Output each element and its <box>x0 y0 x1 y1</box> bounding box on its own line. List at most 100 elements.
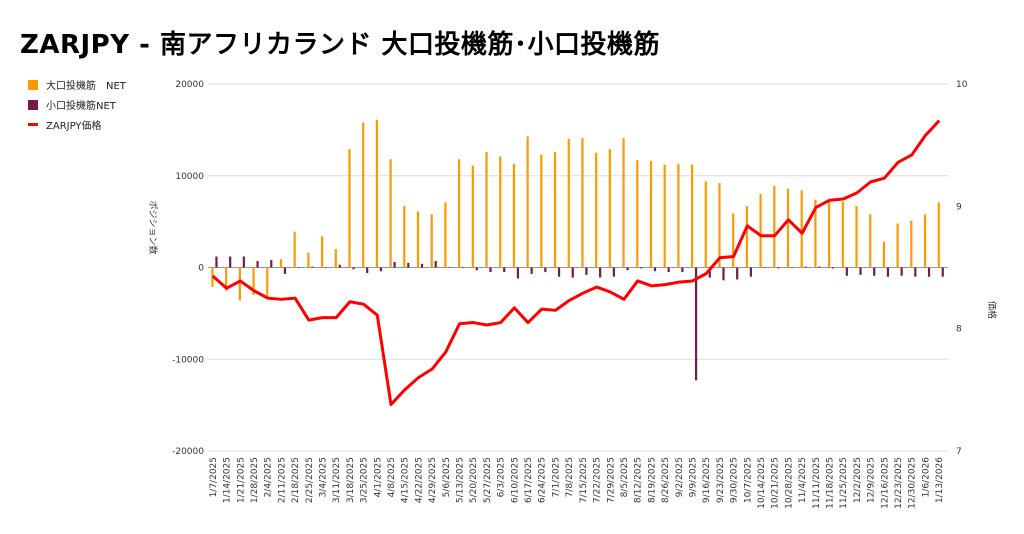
price-point <box>650 285 652 287</box>
price-point <box>404 389 406 391</box>
price-point <box>897 161 899 163</box>
bar-small-speculators <box>215 256 218 268</box>
x-tick-label: 4/15/2025 <box>401 457 411 503</box>
price-point <box>363 303 365 305</box>
bar-small-speculators <box>681 267 684 273</box>
price-point <box>239 280 241 282</box>
x-tick-label: 3/25/2025 <box>360 457 370 503</box>
price-point <box>733 255 735 257</box>
bar-large-speculators <box>238 267 241 301</box>
bar-large-speculators <box>814 199 817 268</box>
x-tick-label: 9/9/2025 <box>688 457 698 497</box>
x-tick-label: 2/18/2025 <box>291 457 301 503</box>
x-tick-label: 5/6/2025 <box>442 457 452 497</box>
bar-large-speculators <box>279 259 283 268</box>
price-point <box>267 297 269 299</box>
bar-large-speculators <box>882 241 886 268</box>
price-point <box>801 232 803 234</box>
bar-small-speculators <box>229 256 232 268</box>
bar-small-speculators <box>845 267 848 276</box>
bar-large-speculators <box>430 214 433 268</box>
bar-small-speculators <box>790 267 794 268</box>
x-tick-label: 9/23/2025 <box>716 457 726 503</box>
y2-tick-label: 8 <box>956 325 962 335</box>
x-tick-label: 10/14/2025 <box>757 457 767 509</box>
bar-small-speculators <box>283 267 287 274</box>
price-point <box>226 287 228 289</box>
bar-small-speculators <box>571 267 574 278</box>
price-point <box>376 314 378 316</box>
price-point <box>417 377 419 379</box>
x-tick-label: 7/1/2025 <box>551 457 561 497</box>
bar-small-speculators <box>516 267 520 279</box>
bar-large-speculators <box>293 231 296 268</box>
price-point <box>568 300 570 302</box>
bar-small-speculators <box>708 267 711 278</box>
legend-item-price: ZARJPY価格 <box>28 117 102 132</box>
bar-small-speculators <box>859 267 862 275</box>
x-tick-label: 11/11/2025 <box>812 457 822 509</box>
price-point <box>335 317 337 319</box>
bar-large-speculators <box>786 188 790 268</box>
x-tick-label: 3/18/2025 <box>346 457 356 503</box>
x-tick-label: 7/29/2025 <box>606 457 616 503</box>
bar-small-speculators <box>818 266 821 268</box>
y2-tick-label: 9 <box>956 202 962 212</box>
bar-large-speculators <box>869 214 872 268</box>
bar-small-speculators <box>941 267 944 277</box>
x-tick-label: 8/19/2025 <box>647 457 657 503</box>
price-point <box>431 368 433 370</box>
bar-large-speculators <box>937 202 940 268</box>
price-point <box>938 120 940 122</box>
price-point <box>349 301 351 303</box>
x-tick-label: 10/28/2025 <box>784 457 794 509</box>
bar-large-speculators <box>499 156 502 268</box>
y-tick-label: -20000 <box>172 447 204 457</box>
legend-label: ZARJPY価格 <box>46 121 102 132</box>
bar-large-speculators <box>608 149 611 268</box>
bar-large-speculators <box>389 159 392 268</box>
bar-large-speculators <box>732 213 735 268</box>
bar-large-speculators <box>526 136 529 268</box>
price-point <box>829 199 831 201</box>
bar-small-speculators <box>489 267 492 273</box>
price-point <box>321 317 323 319</box>
bar-small-speculators <box>324 267 328 268</box>
legend-item-small-speculators: 小口投機筋NET <box>28 97 116 112</box>
bar-large-speculators <box>828 201 831 268</box>
bar-small-speculators <box>832 267 835 269</box>
x-tick-label: 11/4/2025 <box>798 457 808 503</box>
x-tick-label: 1/6/2026 <box>921 457 931 498</box>
bar-small-speculators <box>763 267 766 268</box>
bar-large-speculators <box>485 151 488 268</box>
x-tick-label: 2/11/2025 <box>277 457 287 503</box>
bar-small-speculators <box>503 267 506 273</box>
bar-small-speculators <box>475 267 478 271</box>
bar-small-speculators <box>736 267 739 280</box>
bar-small-speculators <box>420 263 424 268</box>
bar-small-speculators <box>434 261 437 268</box>
bar-small-speculators <box>804 266 807 268</box>
legend-swatch-purple-icon <box>28 99 38 110</box>
bar-small-speculators <box>544 267 547 273</box>
bar-large-speculators <box>622 138 625 268</box>
price-point <box>596 286 598 288</box>
price-point <box>678 281 680 283</box>
x-tick-label: 5/27/2025 <box>483 457 493 503</box>
x-tick-label: 9/16/2025 <box>702 457 712 503</box>
x-tick-label: 12/30/2025 <box>908 457 918 509</box>
bar-large-speculators <box>745 206 748 268</box>
bar-large-speculators <box>759 194 762 268</box>
x-tick-label: 11/18/2025 <box>826 457 836 509</box>
bar-large-speculators <box>375 119 378 268</box>
price-point <box>459 323 461 325</box>
bar-large-speculators <box>567 139 570 268</box>
price-point <box>472 322 474 324</box>
x-tick-label: 7/15/2025 <box>579 457 589 503</box>
bar-small-speculators <box>640 267 643 269</box>
legend-label: 小口投機筋NET <box>46 101 116 112</box>
bar-small-speculators <box>914 267 917 277</box>
bar-large-speculators <box>553 151 557 268</box>
bar-small-speculators <box>352 267 355 270</box>
